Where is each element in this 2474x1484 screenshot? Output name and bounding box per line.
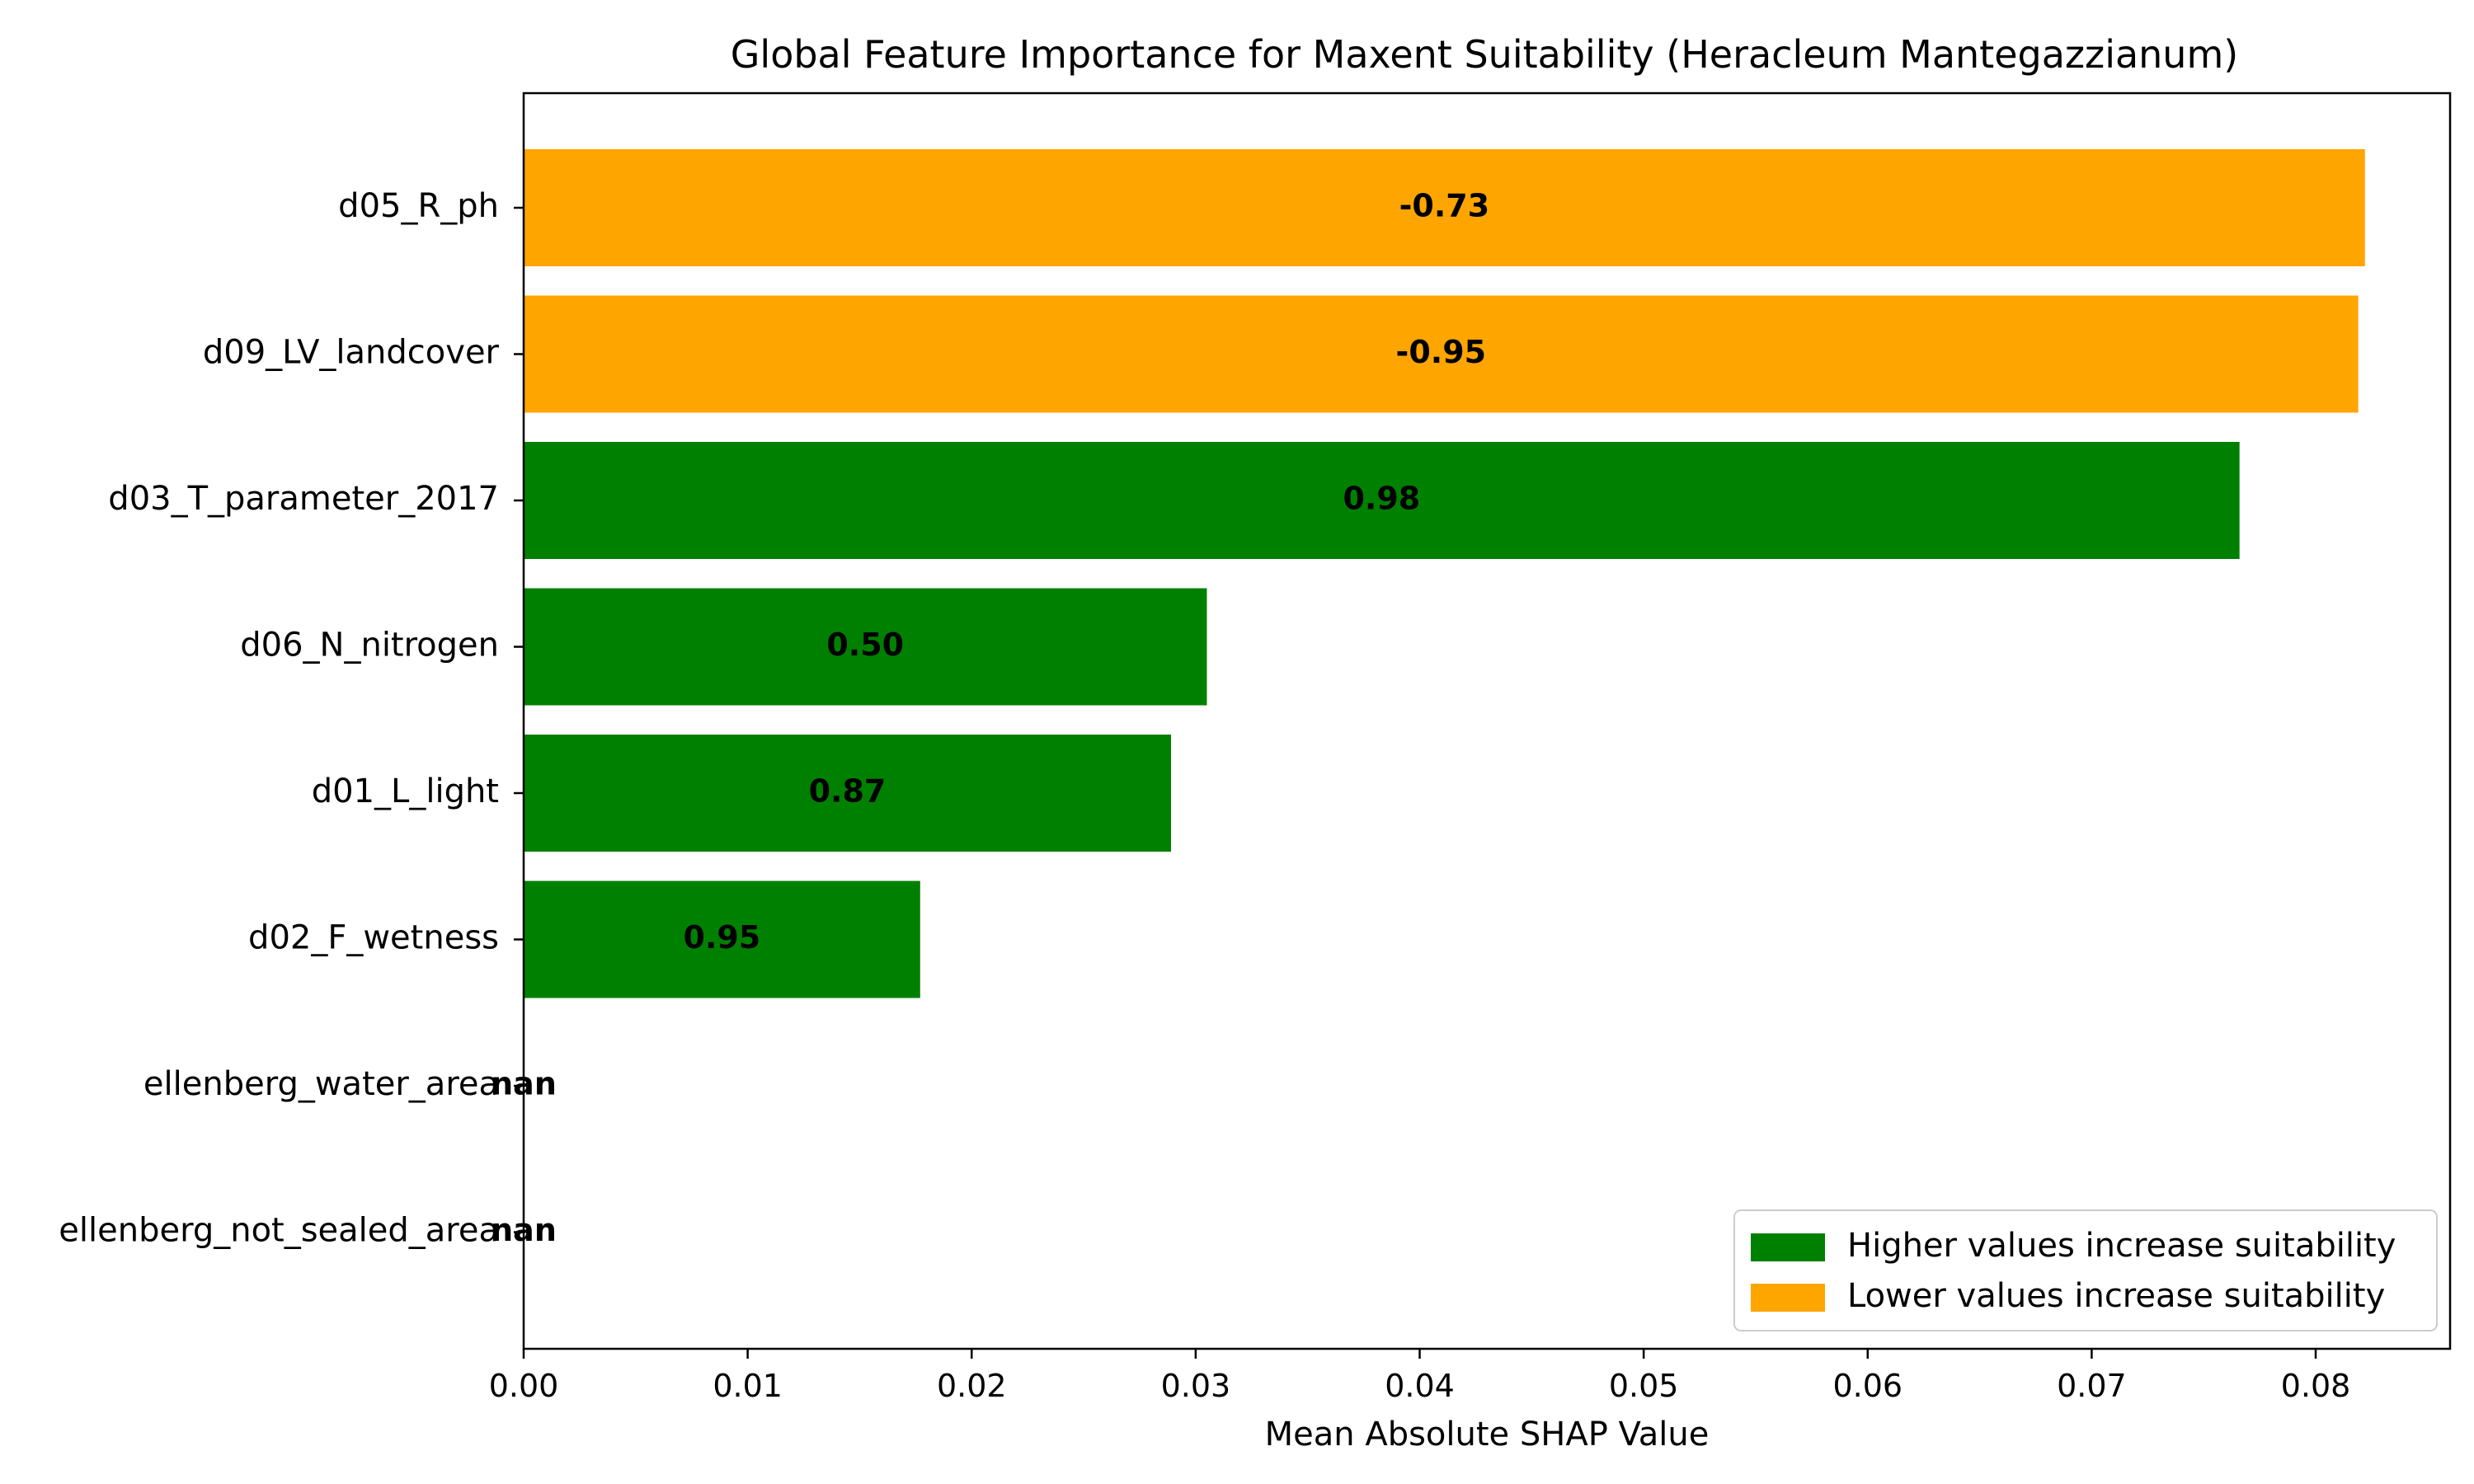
y-tick-label-d05_R_ph: d05_R_ph — [338, 187, 499, 225]
x-tick-label: 0.02 — [937, 1368, 1007, 1404]
x-axis: 0.00 0.01 0.02 0.03 0.04 0.05 0.06 0.07 0.08 — [489, 1349, 2351, 1404]
bar-d09_LV_landcover — [524, 295, 2359, 413]
x-tick-label: 0.06 — [1832, 1368, 1903, 1404]
y-tick-label-d09_LV_landcover: d09_LV_landcover — [203, 334, 500, 372]
y-tick-label-d01_L_light: d01_L_light — [312, 773, 499, 810]
y-tick-label-d02_F_wetness: d02_F_wetness — [248, 919, 499, 957]
legend-swatch-lower — [1751, 1284, 1825, 1312]
x-tick-label: 0.00 — [489, 1368, 559, 1404]
bar-d06_N_nitrogen — [524, 588, 1207, 706]
x-tick-label: 0.07 — [2057, 1368, 2127, 1404]
chart-title: Global Feature Importance for Maxent Sui… — [731, 32, 2238, 77]
y-axis: d05_R_ph d09_LV_landcover d03_T_parameter_… — [59, 187, 524, 1250]
bar-label-d09_LV_landcover: -0.95 — [1396, 334, 1487, 370]
bar-d05_R_ph — [524, 149, 2365, 266]
bar-label-d06_N_nitrogen: 0.50 — [826, 627, 904, 663]
x-tick-label: 0.08 — [2281, 1368, 2351, 1404]
legend: Higher values increase suitability Lower … — [1733, 1209, 2438, 1331]
legend-label-lower: Lower values increase suitability — [1847, 1277, 2385, 1315]
legend-box — [1733, 1209, 2438, 1331]
y-tick-label-d06_N_nitrogen: d06_N_nitrogen — [240, 627, 499, 665]
bar-label-d03_T_parameter_2017: 0.98 — [1343, 481, 1420, 517]
y-tick-label-ellenberg_water_area: ellenberg_water_area — [143, 1065, 499, 1103]
bar-d02_F_wetness — [524, 881, 920, 998]
y-tick-label-d03_T_parameter_2017: d03_T_parameter_2017 — [108, 480, 499, 518]
bar-label-d02_F_wetness: 0.95 — [684, 919, 761, 956]
legend-label-higher: Higher values increase suitability — [1847, 1227, 2396, 1265]
plot-frame — [522, 92, 2452, 1350]
legend-swatch-higher — [1751, 1233, 1825, 1261]
x-tick-label: 0.03 — [1161, 1368, 1231, 1404]
x-tick-label: 0.05 — [1609, 1368, 1679, 1404]
x-axis-label: Mean Absolute SHAP Value — [1265, 1416, 1710, 1453]
bar-label-d01_L_light: 0.87 — [809, 773, 887, 810]
bar-label-d05_R_ph: -0.73 — [1399, 188, 1490, 224]
bar-d01_L_light — [524, 735, 1172, 852]
y-tick-label-ellenberg_not_sealed_area: ellenberg_not_sealed_area — [59, 1212, 499, 1250]
bar-d03_T_parameter_2017 — [524, 442, 2240, 559]
x-tick-label: 0.04 — [1385, 1368, 1455, 1404]
x-tick-label: 0.01 — [713, 1368, 783, 1404]
